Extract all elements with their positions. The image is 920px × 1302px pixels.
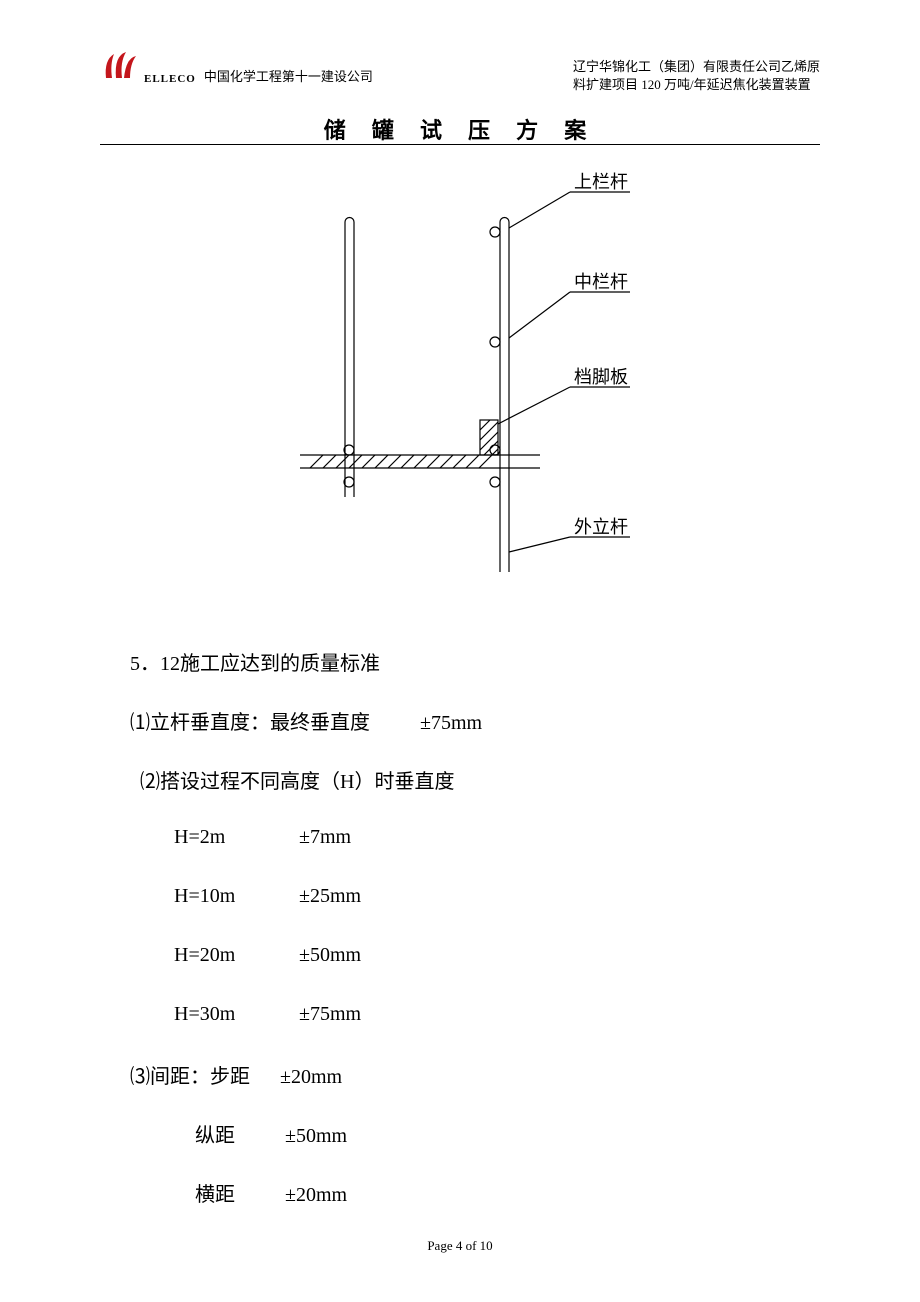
project-line1: 辽宁华锦化工（集团）有限责任公司乙烯原	[573, 58, 820, 76]
h3-label: H=20m	[174, 944, 294, 967]
h1-val: ±7mm	[299, 826, 351, 848]
item-3b: 纵距±50mm	[195, 1121, 347, 1151]
company-name: 中国化学工程第十一建设公司	[204, 66, 373, 85]
h-row-4: H=30m ±75mm	[174, 1003, 361, 1026]
item3c-val: ±20mm	[285, 1184, 347, 1206]
h2-label: H=10m	[174, 885, 294, 908]
item3c-label: 横距	[195, 1180, 285, 1210]
logo-text: ELLECO	[144, 73, 196, 85]
guardrail-diagram: 上栏杆 中栏杆 档脚板 外立杆	[290, 172, 650, 592]
item1-value: ±75mm	[420, 712, 482, 734]
item3b-val: ±50mm	[285, 1125, 347, 1147]
label-top-rail: 上栏杆	[574, 172, 628, 192]
item1-label: ⑴立杆垂直度：最终垂直度	[130, 712, 370, 734]
title-underline	[100, 144, 820, 145]
label-kick-plate: 档脚板	[574, 367, 628, 387]
label-outer-post: 外立杆	[574, 517, 628, 537]
header-right: 辽宁华锦化工（集团）有限责任公司乙烯原 料扩建项目 120 万吨/年延迟焦化装置…	[573, 58, 820, 94]
section-heading: 5．12施工应达到的质量标准	[130, 649, 380, 679]
item-2: ⑵搭设过程不同高度（H）时垂直度	[140, 767, 454, 797]
h2-val: ±25mm	[299, 885, 361, 907]
h1-label: H=2m	[174, 826, 294, 849]
logo-block: ELLECO 中国化学工程第十一建设公司	[100, 50, 373, 85]
label-mid-rail: 中栏杆	[574, 272, 628, 292]
item-3c: 横距±20mm	[195, 1180, 347, 1210]
item3-prefix: ⑶间距：	[130, 1066, 210, 1088]
logo-icon	[100, 50, 138, 85]
h-row-1: H=2m ±7mm	[174, 826, 351, 849]
h-row-3: H=20m ±50mm	[174, 944, 361, 967]
item3a-label: 步距	[210, 1066, 250, 1088]
item-3a: ⑶间距：步距 ±20mm	[130, 1062, 342, 1092]
h-row-2: H=10m ±25mm	[174, 885, 361, 908]
h4-val: ±75mm	[299, 1003, 361, 1025]
item-1: ⑴立杆垂直度：最终垂直度 ±75mm	[130, 708, 482, 738]
page-header: ELLECO 中国化学工程第十一建设公司 辽宁华锦化工（集团）有限责任公司乙烯原…	[0, 50, 920, 110]
item3b-label: 纵距	[195, 1121, 285, 1151]
project-line2: 料扩建项目 120 万吨/年延迟焦化装置装置	[573, 76, 820, 94]
h3-val: ±50mm	[299, 944, 361, 966]
page-footer: Page 4 of 10	[0, 1238, 920, 1254]
page-title: 储 罐 试 压 方 案	[0, 113, 920, 145]
h4-label: H=30m	[174, 1003, 294, 1026]
item3a-val: ±20mm	[280, 1066, 342, 1088]
